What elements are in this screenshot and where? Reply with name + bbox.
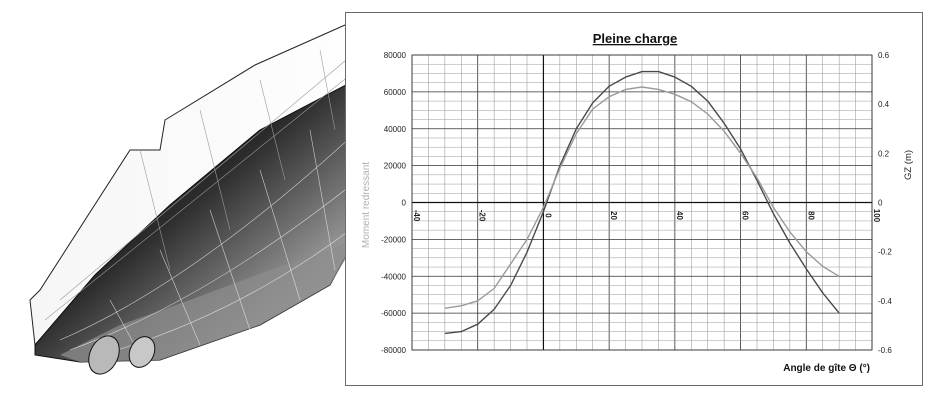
y-right-tick-label: 0.4: [878, 100, 890, 109]
plot-area-border: [411, 54, 873, 351]
x-tick-label: -20: [478, 210, 487, 222]
y-left-tick-label: 20000: [384, 162, 407, 171]
x-tick-label: 20: [609, 211, 618, 220]
tick-labels: -40 -20 0 20 40 60 80 100 80000 60000 40000 20000 0 -…: [381, 51, 892, 355]
y-left-tick-label: 60000: [384, 88, 407, 97]
x-axis-title: Angle de gîte Θ (°): [783, 363, 870, 374]
propeller-tunnel-left: [88, 335, 120, 375]
y-left-tick-label: -20000: [381, 235, 406, 244]
y-left-tick-label: 0: [402, 199, 407, 208]
y-left-tick-label: -40000: [381, 272, 406, 281]
y-right-tick-label: -0.4: [878, 297, 892, 306]
x-tick-label: -40: [412, 210, 421, 222]
chart-title: Pleine charge: [593, 31, 678, 46]
y-right-tick-label: -0.2: [878, 248, 892, 257]
y-right-tick-label: -0.6: [878, 346, 892, 355]
y-right-tick-label: 0: [878, 199, 883, 208]
x-tick-label: 40: [675, 211, 684, 220]
x-tick-label: 80: [806, 211, 815, 220]
propeller-tunnel-right: [128, 336, 156, 368]
hull-bottom: [60, 235, 360, 362]
x-tick-label: 0: [543, 213, 552, 218]
y-axis-right-title: GZ (m): [903, 150, 914, 180]
series-line-gz: [444, 86, 840, 309]
y-right-tick-label: 0.6: [878, 51, 890, 60]
y-left-tick-label: -60000: [381, 309, 406, 318]
y-right-tick-label: 0.2: [878, 149, 890, 158]
x-tick-label: 100: [872, 209, 881, 223]
axes: [411, 54, 873, 351]
y-axis-left-title: Moment redressant: [361, 162, 372, 248]
y-left-tick-label: -80000: [381, 346, 406, 355]
series: [444, 70, 840, 335]
x-tick-label: 60: [741, 211, 750, 220]
series-line-moment: [444, 70, 840, 335]
y-left-tick-label: 40000: [384, 125, 407, 134]
y-left-tick-label: 80000: [384, 51, 407, 60]
